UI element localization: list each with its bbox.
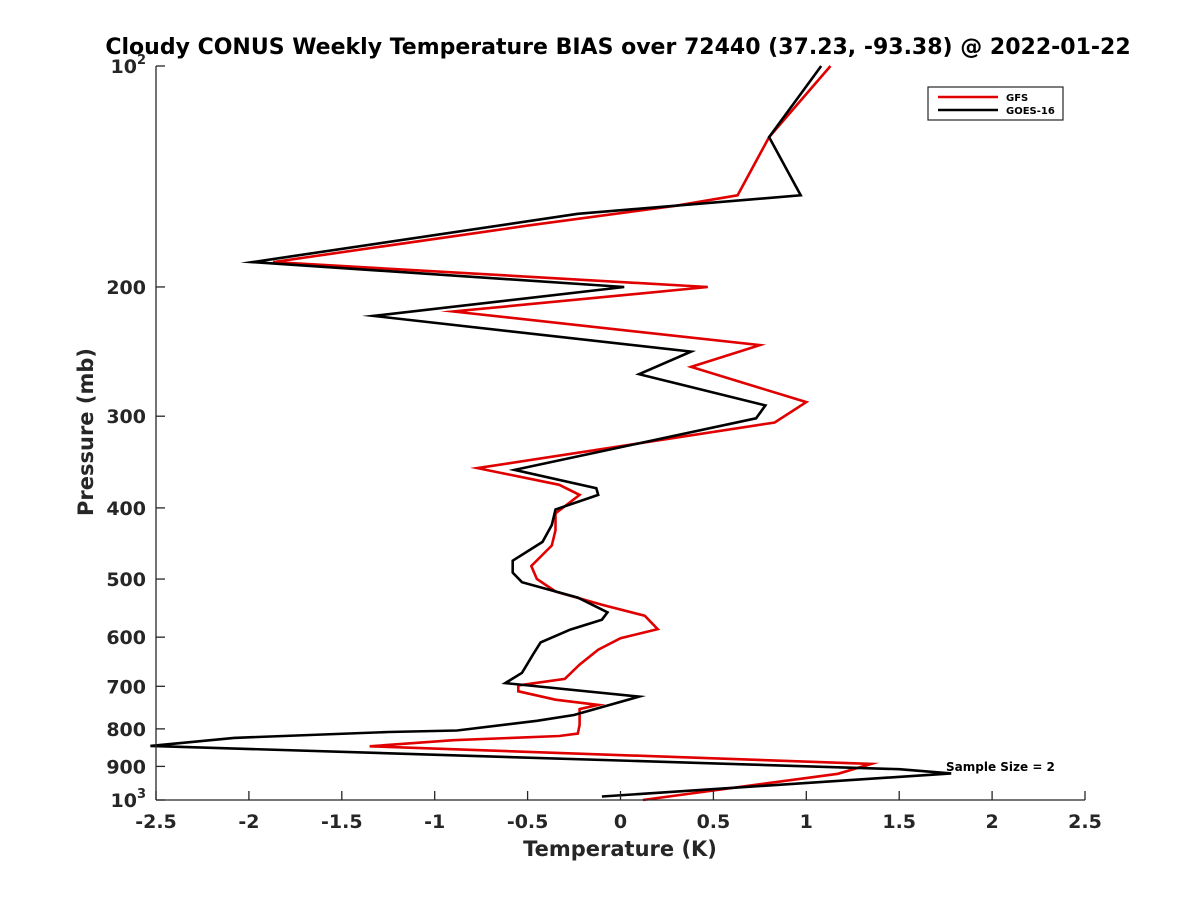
legend-label-gfs: GFS	[1006, 93, 1028, 104]
x-tick-label: -0.5	[507, 811, 549, 833]
y-tick-label: 900	[106, 756, 146, 778]
y-tick-label: 800	[106, 719, 146, 741]
y-tick-label: 200	[106, 277, 146, 299]
x-tick-label: -2.5	[135, 811, 177, 833]
y-tick-label: 300	[106, 406, 146, 428]
x-axis-label: Temperature (K)	[523, 837, 717, 861]
y-tick-label: 700	[106, 676, 146, 698]
y-tick-label: 500	[106, 569, 146, 591]
series-line-goes16	[150, 65, 952, 798]
y-tick-label: 102	[111, 53, 147, 78]
x-tick-label: 2	[985, 811, 998, 833]
x-tick-label: -1	[424, 811, 445, 833]
y-axis-label: Pressure (mb)	[74, 348, 98, 516]
plot-area: -2.5 -2 -1.5 -1 -0.5 0 0.5 1 1.5 2 2.5 102 200 300 40…	[106, 53, 1102, 833]
x-tick-label: 1.5	[882, 811, 916, 833]
x-ticks: -2.5 -2 -1.5 -1 -0.5 0 0.5 1 1.5 2 2.5	[135, 791, 1102, 833]
chart-title: Cloudy CONUS Weekly Temperature BIAS ove…	[105, 35, 1130, 60]
legend-label-goes16: GOES-16	[1006, 106, 1055, 117]
x-tick-label: 0.5	[697, 811, 731, 833]
sample-size-annotation: Sample Size = 2	[946, 760, 1055, 774]
x-tick-label: 1	[800, 811, 813, 833]
series-layer	[150, 65, 952, 802]
y-tick-label: 600	[106, 627, 146, 649]
x-tick-label: -2	[238, 811, 259, 833]
x-tick-label: 2.5	[1068, 811, 1102, 833]
y-tick-label: 103	[111, 787, 147, 812]
y-tick-label: 400	[106, 498, 146, 520]
y-ticks: 102 200 300 400 500 600 700 800 900 103	[106, 53, 165, 812]
legend-box	[927, 86, 1064, 121]
x-tick-label: -1.5	[321, 811, 363, 833]
legend: GFS GOES-16	[927, 86, 1064, 121]
x-tick-label: 0	[614, 811, 627, 833]
